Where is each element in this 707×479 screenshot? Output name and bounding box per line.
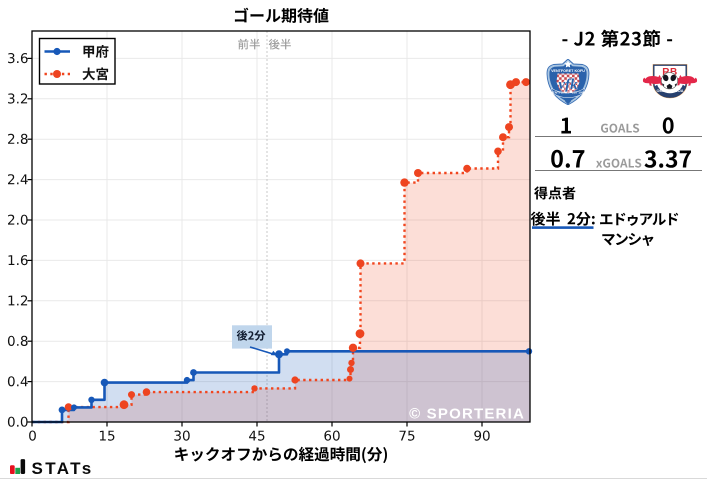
svg-text:VENTFORET KOFU: VENTFORET KOFU [551,69,585,73]
svg-text:VENTFORET · EST 1965: VENTFORET · EST 1965 [550,90,585,94]
svg-text:STATs: STATs [32,459,94,477]
svg-text:vfk: vfk [558,77,578,93]
svg-text:OMIYA ARDIJA: OMIYA ARDIJA [656,89,683,93]
svg-text:© SPORTERIA: © SPORTERIA [409,406,525,423]
